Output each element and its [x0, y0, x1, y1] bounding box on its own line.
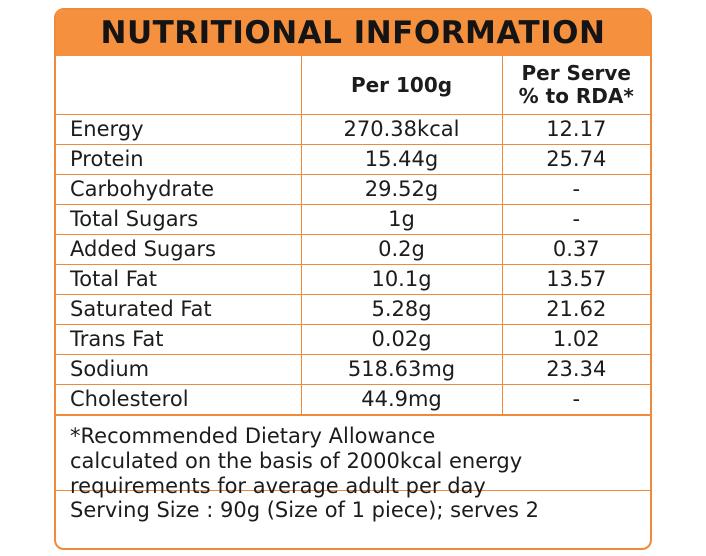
rda-value: 25.74	[501, 144, 650, 175]
rda-value: -	[501, 384, 650, 415]
nutrient-name: Energy	[56, 114, 302, 145]
rda-value: 23.34	[501, 354, 650, 385]
header-per-serve: Per Serve % to RDA*	[501, 56, 650, 115]
nutrient-name: Total Fat	[56, 264, 302, 295]
table-row: Protein 15.44g 25.74	[56, 144, 650, 175]
nutrient-name: Carbohydrate	[56, 174, 302, 205]
rda-value: -	[501, 204, 650, 235]
table-row: Saturated Fat 5.28g 21.62	[56, 294, 650, 325]
nutrition-title: NUTRITIONAL INFORMATION	[56, 10, 650, 56]
rda-value: 0.37	[501, 234, 650, 265]
per-100g-value: 518.63mg	[300, 354, 503, 385]
rda-value: 21.62	[501, 294, 650, 325]
nutrient-name: Protein	[56, 144, 302, 175]
footnote-line: *Recommended Dietary Allowance	[70, 424, 436, 448]
per-100g-value: 44.9mg	[300, 384, 503, 415]
nutrient-name: Sodium	[56, 354, 302, 385]
nutrient-name: Cholesterol	[56, 384, 302, 415]
per-100g-value: 0.02g	[300, 324, 503, 355]
footnote-line: requirements for average adult per day	[70, 474, 486, 498]
per-100g-value: 1g	[300, 204, 503, 235]
table-row: Added Sugars 0.2g 0.37	[56, 234, 650, 265]
rda-value: 1.02	[501, 324, 650, 355]
per-100g-value: 29.52g	[300, 174, 503, 205]
per-100g-value: 0.2g	[300, 234, 503, 265]
header-per-serve-line1: Per Serve	[521, 61, 631, 85]
per-100g-value: 270.38kcal	[300, 114, 503, 145]
rda-value: -	[501, 174, 650, 205]
per-100g-value: 15.44g	[300, 144, 503, 175]
nutrient-name: Trans Fat	[56, 324, 302, 355]
table-row: Energy 270.38kcal 12.17	[56, 114, 650, 145]
rda-value: 12.17	[501, 114, 650, 145]
footnote-line: calculated on the basis of 2000kcal ener…	[70, 449, 523, 473]
per-100g-value: 5.28g	[300, 294, 503, 325]
serving-size: Serving Size : 90g (Size of 1 piece); se…	[56, 490, 650, 528]
table-row: Trans Fat 0.02g 1.02	[56, 324, 650, 355]
header-per-100g: Per 100g	[300, 56, 503, 115]
header-per-serve-line2: % to RDA*	[518, 84, 634, 108]
nutrient-name: Saturated Fat	[56, 294, 302, 325]
nutrient-name: Total Sugars	[56, 204, 302, 235]
nutrition-panel: NUTRITIONAL INFORMATION Per 100g Per Ser…	[54, 8, 652, 550]
table-row: Total Sugars 1g -	[56, 204, 650, 235]
table-row: Carbohydrate 29.52g -	[56, 174, 650, 205]
table-row: Sodium 518.63mg 23.34	[56, 354, 650, 385]
rda-value: 13.57	[501, 264, 650, 295]
nutrition-table: Per 100g Per Serve % to RDA* Energy 270.3…	[56, 56, 650, 415]
header-row: Per 100g Per Serve % to RDA*	[56, 56, 650, 115]
rda-footnote: *Recommended Dietary Allowance calculate…	[56, 415, 650, 498]
table-row: Total Fat 10.1g 13.57	[56, 264, 650, 295]
nutrient-name: Added Sugars	[56, 234, 302, 265]
per-100g-value: 10.1g	[300, 264, 503, 295]
header-nutrient	[56, 56, 302, 115]
table-row: Cholesterol 44.9mg -	[56, 384, 650, 415]
